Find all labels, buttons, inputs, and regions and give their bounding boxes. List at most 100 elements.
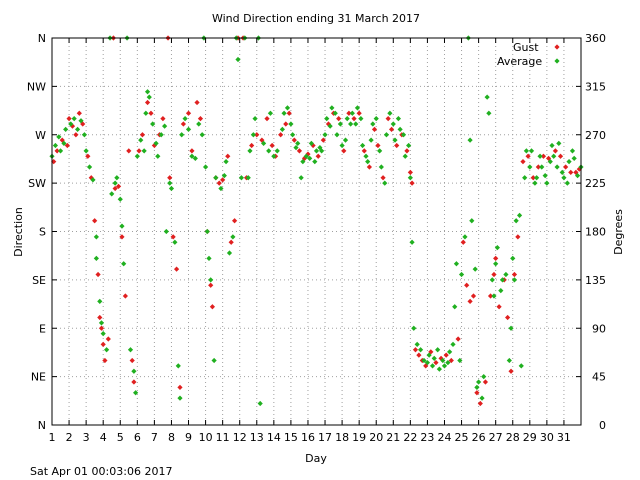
average-point: [564, 180, 570, 186]
average-point: [429, 363, 436, 369]
average-point: [308, 140, 314, 146]
gust-point: [194, 99, 200, 106]
average-point: [104, 347, 110, 353]
gust-point: [371, 126, 378, 132]
y-axis-label-left: Direction: [12, 207, 25, 257]
gust-point: [129, 357, 135, 364]
average-point: [406, 142, 412, 149]
gust-point: [208, 282, 214, 288]
average-point: [547, 159, 553, 165]
x-tick-label: 17: [318, 431, 332, 444]
average-point: [271, 153, 277, 159]
legend-marker-gust: [554, 44, 560, 50]
average-point: [182, 116, 188, 122]
grid-lines: [52, 38, 581, 425]
average-point: [431, 355, 437, 361]
average-point: [158, 132, 164, 138]
average-point: [303, 153, 309, 159]
gust-point: [231, 218, 238, 224]
average-point: [503, 271, 509, 278]
average-point: [462, 234, 468, 240]
average-point: [493, 261, 499, 267]
x-tick-label: 12: [233, 431, 247, 444]
gust-point: [296, 148, 303, 154]
gust-point: [385, 116, 391, 122]
gust-point: [394, 142, 400, 149]
gust-point: [305, 151, 311, 157]
average-point: [516, 212, 523, 218]
footer-timestamp: Sat Apr 01 00:03:06 2017: [30, 465, 172, 478]
average-point: [377, 148, 383, 154]
gust-point: [76, 110, 82, 116]
gust-point: [283, 121, 289, 127]
x-tick-label: 18: [335, 431, 349, 444]
gust-point: [496, 304, 502, 310]
average-point: [479, 395, 485, 401]
average-point: [458, 271, 465, 278]
average-point: [119, 223, 125, 229]
gust-point: [209, 304, 216, 310]
average-point: [457, 357, 463, 364]
average-point: [78, 118, 84, 124]
gust-point: [525, 153, 531, 159]
gust-point: [144, 99, 151, 106]
average-point: [359, 142, 366, 149]
average-point: [133, 390, 139, 396]
right-tick-label: 135: [585, 274, 606, 287]
gust-point: [530, 175, 536, 181]
average-point: [513, 218, 519, 224]
gust-point: [563, 164, 569, 170]
x-tick-label: 15: [284, 431, 298, 444]
y-axis-label-right: Degrees: [612, 209, 625, 255]
x-tick-label: 6: [134, 431, 141, 444]
left-tick-label: SE: [32, 274, 46, 287]
average-point: [245, 175, 251, 181]
left-tick-label: E: [39, 322, 46, 335]
average-point: [74, 126, 81, 132]
average-point: [327, 123, 333, 129]
average-point: [506, 357, 512, 364]
average-point: [223, 159, 229, 165]
average-point: [138, 137, 144, 143]
x-tick-label: 7: [151, 431, 158, 444]
average-point: [411, 325, 417, 331]
average-point: [426, 352, 432, 358]
average-point: [368, 137, 374, 143]
gust-point: [491, 271, 497, 278]
average-point: [226, 250, 233, 256]
average-point: [353, 121, 359, 127]
average-point: [383, 132, 390, 138]
average-point: [312, 159, 318, 165]
gust-point: [131, 379, 137, 385]
right-tick-label: 315: [585, 80, 606, 93]
gust-point: [73, 132, 79, 138]
x-tick-label: 14: [267, 431, 281, 444]
x-tick-label: 31: [557, 431, 571, 444]
average-point: [571, 155, 577, 161]
gust-point: [366, 164, 372, 170]
right-tick-label: 270: [585, 129, 606, 142]
average-point: [344, 116, 350, 122]
gust-point: [487, 293, 494, 299]
gust-point: [380, 175, 386, 181]
x-tick-label: 29: [523, 431, 537, 444]
gust-point: [464, 282, 470, 288]
average-point: [365, 159, 371, 165]
average-point: [61, 140, 67, 146]
gust-point: [228, 239, 234, 245]
left-tick-label: S: [39, 226, 46, 239]
gust-point: [286, 110, 292, 116]
gust-point: [264, 116, 270, 122]
average-point: [527, 164, 533, 170]
average-point: [185, 126, 192, 132]
gust-point: [508, 368, 514, 374]
average-point: [293, 145, 299, 151]
gust-point: [336, 116, 342, 122]
data-points: [49, 35, 584, 407]
average-point: [247, 148, 253, 154]
average-point: [435, 347, 441, 353]
average-point: [112, 180, 118, 186]
average-point: [417, 347, 424, 353]
